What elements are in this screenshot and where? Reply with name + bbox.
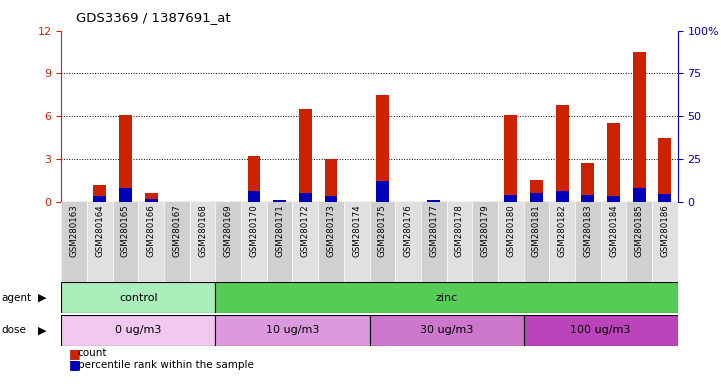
Bar [112, 202, 138, 282]
Text: GSM280170: GSM280170 [249, 204, 258, 257]
Bar [530, 180, 543, 202]
Text: control: control [119, 293, 158, 303]
Bar [530, 193, 543, 202]
Bar [190, 202, 216, 282]
Text: GSM280182: GSM280182 [557, 204, 567, 257]
Text: 30 ug/m3: 30 ug/m3 [420, 325, 473, 335]
Bar [247, 156, 260, 202]
Bar [581, 163, 594, 202]
Text: GSM280163: GSM280163 [70, 204, 79, 257]
Bar [267, 202, 293, 282]
Bar [652, 202, 678, 282]
Text: 10 ug/m3: 10 ug/m3 [266, 325, 319, 335]
Text: GSM280169: GSM280169 [224, 204, 233, 257]
Bar [627, 202, 652, 282]
Bar [505, 115, 517, 202]
Bar [607, 195, 620, 202]
Bar [446, 202, 472, 282]
Bar [556, 191, 569, 202]
Text: GSM280174: GSM280174 [352, 204, 361, 257]
Text: ■: ■ [68, 347, 80, 360]
Text: GSM280167: GSM280167 [172, 204, 182, 257]
Bar [575, 202, 601, 282]
Text: GSM280179: GSM280179 [481, 204, 490, 257]
Bar [324, 159, 337, 202]
Bar [94, 185, 106, 202]
Bar [241, 202, 267, 282]
Bar [581, 195, 594, 202]
Bar [299, 109, 311, 202]
Bar [216, 202, 241, 282]
Text: dose: dose [1, 325, 27, 335]
Bar [549, 202, 575, 282]
Bar [87, 202, 112, 282]
Text: GSM280165: GSM280165 [121, 204, 130, 257]
Bar [164, 202, 190, 282]
Bar [293, 202, 318, 282]
Bar [61, 282, 216, 313]
Text: GSM280181: GSM280181 [532, 204, 541, 257]
Bar [119, 115, 132, 202]
Text: ■: ■ [68, 358, 80, 371]
Text: GSM280171: GSM280171 [275, 204, 284, 257]
Bar [145, 193, 158, 202]
Text: GSM280185: GSM280185 [634, 204, 644, 257]
Bar [633, 188, 645, 202]
Text: 100 ug/m3: 100 ug/m3 [570, 325, 631, 335]
Bar [505, 195, 517, 202]
Bar [299, 193, 311, 202]
Bar [633, 52, 645, 202]
Bar [370, 315, 523, 346]
Text: zinc: zinc [435, 293, 458, 303]
Bar [498, 202, 523, 282]
Bar [247, 191, 260, 202]
Text: GSM280184: GSM280184 [609, 204, 618, 257]
Bar [119, 188, 132, 202]
Text: GSM280186: GSM280186 [660, 204, 669, 257]
Bar [376, 95, 389, 202]
Bar [556, 105, 569, 202]
Bar [344, 202, 370, 282]
Text: GSM280180: GSM280180 [506, 204, 516, 257]
Bar [216, 315, 370, 346]
Bar [421, 202, 446, 282]
Text: GSM280178: GSM280178 [455, 204, 464, 257]
Text: agent: agent [1, 293, 32, 303]
Bar [324, 197, 337, 202]
Bar [523, 202, 549, 282]
Text: GSM280177: GSM280177 [429, 204, 438, 257]
Bar [94, 197, 106, 202]
Text: 0 ug/m3: 0 ug/m3 [115, 325, 162, 335]
Text: percentile rank within the sample: percentile rank within the sample [78, 360, 254, 370]
Text: GSM280168: GSM280168 [198, 204, 207, 257]
Bar [138, 202, 164, 282]
Bar [273, 200, 286, 202]
Text: GSM280175: GSM280175 [378, 204, 387, 257]
Bar [658, 194, 671, 202]
Bar [61, 202, 87, 282]
Bar [395, 202, 421, 282]
Text: GSM280183: GSM280183 [583, 204, 593, 257]
Text: GSM280176: GSM280176 [404, 204, 412, 257]
Text: GDS3369 / 1387691_at: GDS3369 / 1387691_at [76, 12, 230, 25]
Text: GSM280172: GSM280172 [301, 204, 310, 257]
Text: ▶: ▶ [37, 293, 46, 303]
Bar [428, 200, 440, 202]
Bar [523, 315, 678, 346]
Bar [216, 282, 678, 313]
Bar [370, 202, 395, 282]
Text: ▶: ▶ [37, 325, 46, 335]
Bar [318, 202, 344, 282]
Text: GSM280164: GSM280164 [95, 204, 105, 257]
Bar [658, 137, 671, 202]
Bar [145, 199, 158, 202]
Text: count: count [78, 348, 107, 358]
Bar [607, 123, 620, 202]
Bar [376, 181, 389, 202]
Bar [472, 202, 498, 282]
Bar [601, 202, 627, 282]
Text: GSM280173: GSM280173 [327, 204, 335, 257]
Bar [61, 315, 216, 346]
Text: GSM280166: GSM280166 [146, 204, 156, 257]
